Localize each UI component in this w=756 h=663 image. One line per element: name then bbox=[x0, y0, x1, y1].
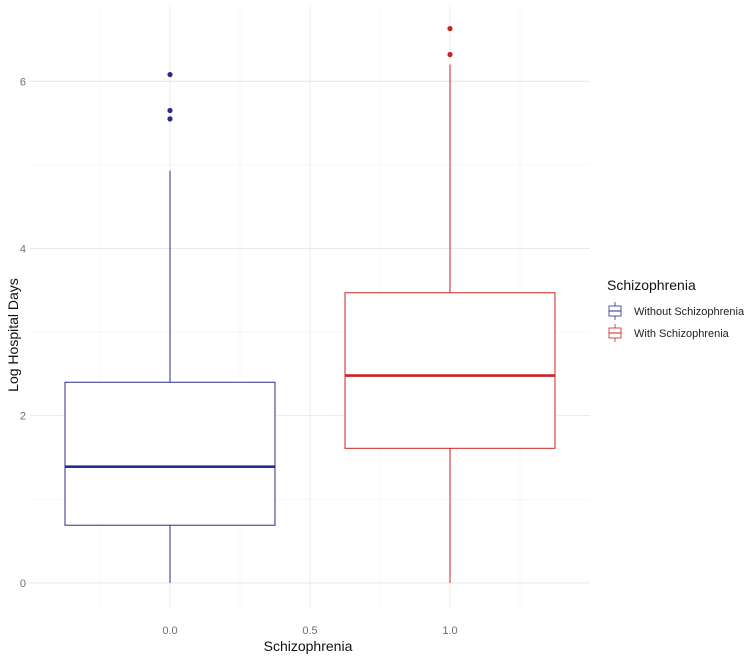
x-tick-label: 0.5 bbox=[302, 625, 317, 637]
legend-label: With Schizophrenia bbox=[634, 328, 730, 340]
boxes bbox=[64, 25, 556, 583]
box-with-schizophrenia bbox=[344, 25, 556, 583]
legend-item: With Schizophrenia bbox=[608, 324, 730, 342]
y-tick-label: 0 bbox=[20, 578, 26, 590]
outlier-point bbox=[447, 25, 453, 32]
legend-label: Without Schizophrenia bbox=[634, 306, 745, 318]
y-tick-label: 2 bbox=[20, 411, 26, 423]
outlier-point bbox=[167, 107, 173, 114]
y-tick-label: 4 bbox=[20, 243, 26, 255]
x-axis-title: Schizophrenia bbox=[264, 638, 353, 654]
y-axis-title: Log Hospital Days bbox=[5, 278, 21, 392]
x-axis-ticks: 0.0 0.5 1.0 bbox=[162, 625, 457, 637]
x-tick-label: 0.0 bbox=[162, 625, 177, 637]
y-axis-ticks: 0 2 4 6 bbox=[20, 76, 26, 590]
outlier-point bbox=[447, 51, 453, 58]
x-tick-label: 1.0 bbox=[442, 625, 457, 637]
box-iqr bbox=[64, 381, 276, 526]
outlier-point bbox=[167, 71, 173, 78]
legend: Schizophrenia Without Schizophrenia With … bbox=[607, 277, 745, 342]
legend-item: Without Schizophrenia bbox=[608, 302, 745, 320]
box-iqr bbox=[344, 292, 556, 449]
box-without-schizophrenia bbox=[64, 71, 276, 583]
y-tick-label: 6 bbox=[20, 76, 26, 88]
legend-title: Schizophrenia bbox=[607, 277, 696, 293]
outlier-point bbox=[167, 116, 173, 122]
